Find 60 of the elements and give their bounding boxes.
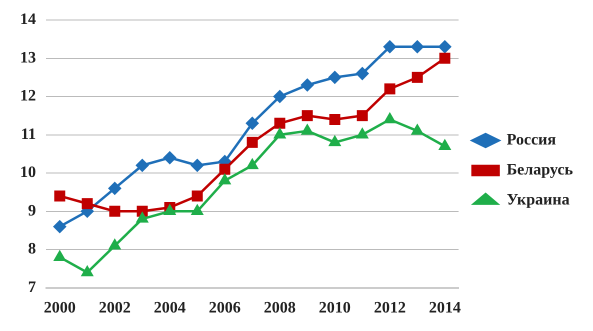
point (246, 117, 259, 130)
point (54, 190, 66, 202)
point (274, 90, 286, 103)
point (219, 164, 230, 175)
point (274, 128, 286, 139)
point (192, 205, 203, 216)
point (356, 128, 368, 139)
point (108, 182, 122, 195)
point (109, 206, 120, 217)
point (439, 52, 450, 64)
point (412, 72, 423, 83)
point (329, 136, 340, 146)
y-tick-label: 7 (28, 278, 36, 296)
point (246, 159, 258, 170)
point (219, 174, 230, 184)
point (192, 190, 203, 202)
x-tick-label: 2008 (264, 300, 296, 317)
point (136, 212, 148, 223)
point (82, 266, 93, 276)
point (164, 205, 176, 216)
point (54, 220, 66, 233)
point (191, 159, 204, 172)
legend-label: Россия (506, 132, 556, 149)
x-tick-label: 2000 (44, 300, 76, 317)
point (82, 198, 93, 210)
y-tick-label: 10 (20, 164, 36, 182)
y-tick-label: 8 (28, 240, 36, 258)
point (302, 124, 313, 135)
point (438, 40, 452, 54)
point (328, 71, 342, 84)
point (439, 140, 450, 150)
x-tick-label: 2012 (374, 300, 406, 317)
x-tick-label: 2006 (208, 300, 241, 317)
x-tick-label: 2014 (428, 300, 461, 317)
y-tick-label: 14 (20, 11, 36, 28)
y-tick-label: 12 (20, 88, 36, 105)
x-tick-label: 2004 (154, 300, 186, 317)
point (384, 40, 396, 54)
point (411, 40, 424, 54)
point (329, 114, 340, 125)
y-tick-label: 13 (20, 49, 36, 66)
point (356, 110, 368, 122)
point (356, 67, 369, 80)
y-tick-label: 11 (20, 126, 36, 143)
point (109, 239, 120, 250)
legend-label: Беларусь (506, 162, 574, 179)
point (384, 113, 396, 124)
point (384, 83, 396, 94)
point (412, 124, 423, 135)
point (164, 151, 176, 164)
y-tick-label: 9 (28, 202, 36, 220)
point (136, 159, 149, 172)
point (302, 110, 313, 122)
legend-label: Украина (506, 192, 570, 209)
point (54, 250, 66, 261)
x-tick-label: 2002 (98, 300, 131, 317)
point (301, 78, 314, 92)
x-tick-label: 2010 (318, 300, 351, 317)
point (274, 118, 286, 129)
point (246, 136, 258, 148)
